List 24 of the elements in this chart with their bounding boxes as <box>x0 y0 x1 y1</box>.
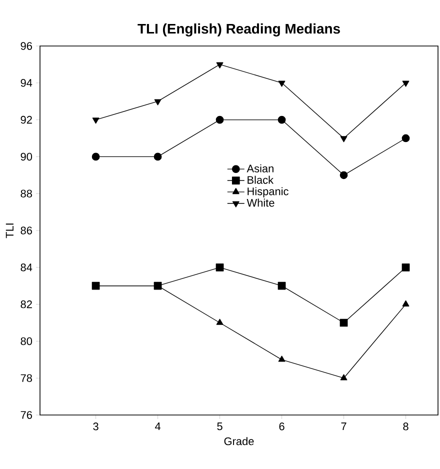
y-tick-label: 78 <box>20 374 32 382</box>
x-tick-label: 3 <box>93 422 98 430</box>
x-axis-title: Grade <box>224 437 254 446</box>
x-tick-label: 6 <box>279 422 284 430</box>
y-tick-label: 90 <box>20 152 32 161</box>
legend-label: Asian <box>246 164 274 172</box>
y-tick-label: 80 <box>20 337 32 346</box>
x-tick-label: 5 <box>217 422 222 430</box>
y-tick-label: 86 <box>20 226 32 234</box>
x-tick-label: 4 <box>154 422 161 430</box>
legend-label: White <box>246 198 274 207</box>
legend-label: Black <box>248 176 274 184</box>
chart-title: TLI (English) Reading Medians <box>138 23 340 36</box>
legend-label: Hispanic <box>248 187 288 198</box>
y-axis-title: TLI <box>6 224 14 238</box>
y-tick-label: 82 <box>20 300 32 308</box>
y-tick-label: 76 <box>20 411 32 419</box>
y-tick-label: 96 <box>20 42 32 50</box>
x-tick-label: 8 <box>403 422 408 430</box>
y-tick-label: 84 <box>20 264 32 272</box>
y-tick-label: 88 <box>20 190 32 198</box>
y-tick-label: 94 <box>20 79 32 87</box>
x-tick-label: 7 <box>341 422 346 430</box>
y-tick-label: 92 <box>20 116 32 124</box>
